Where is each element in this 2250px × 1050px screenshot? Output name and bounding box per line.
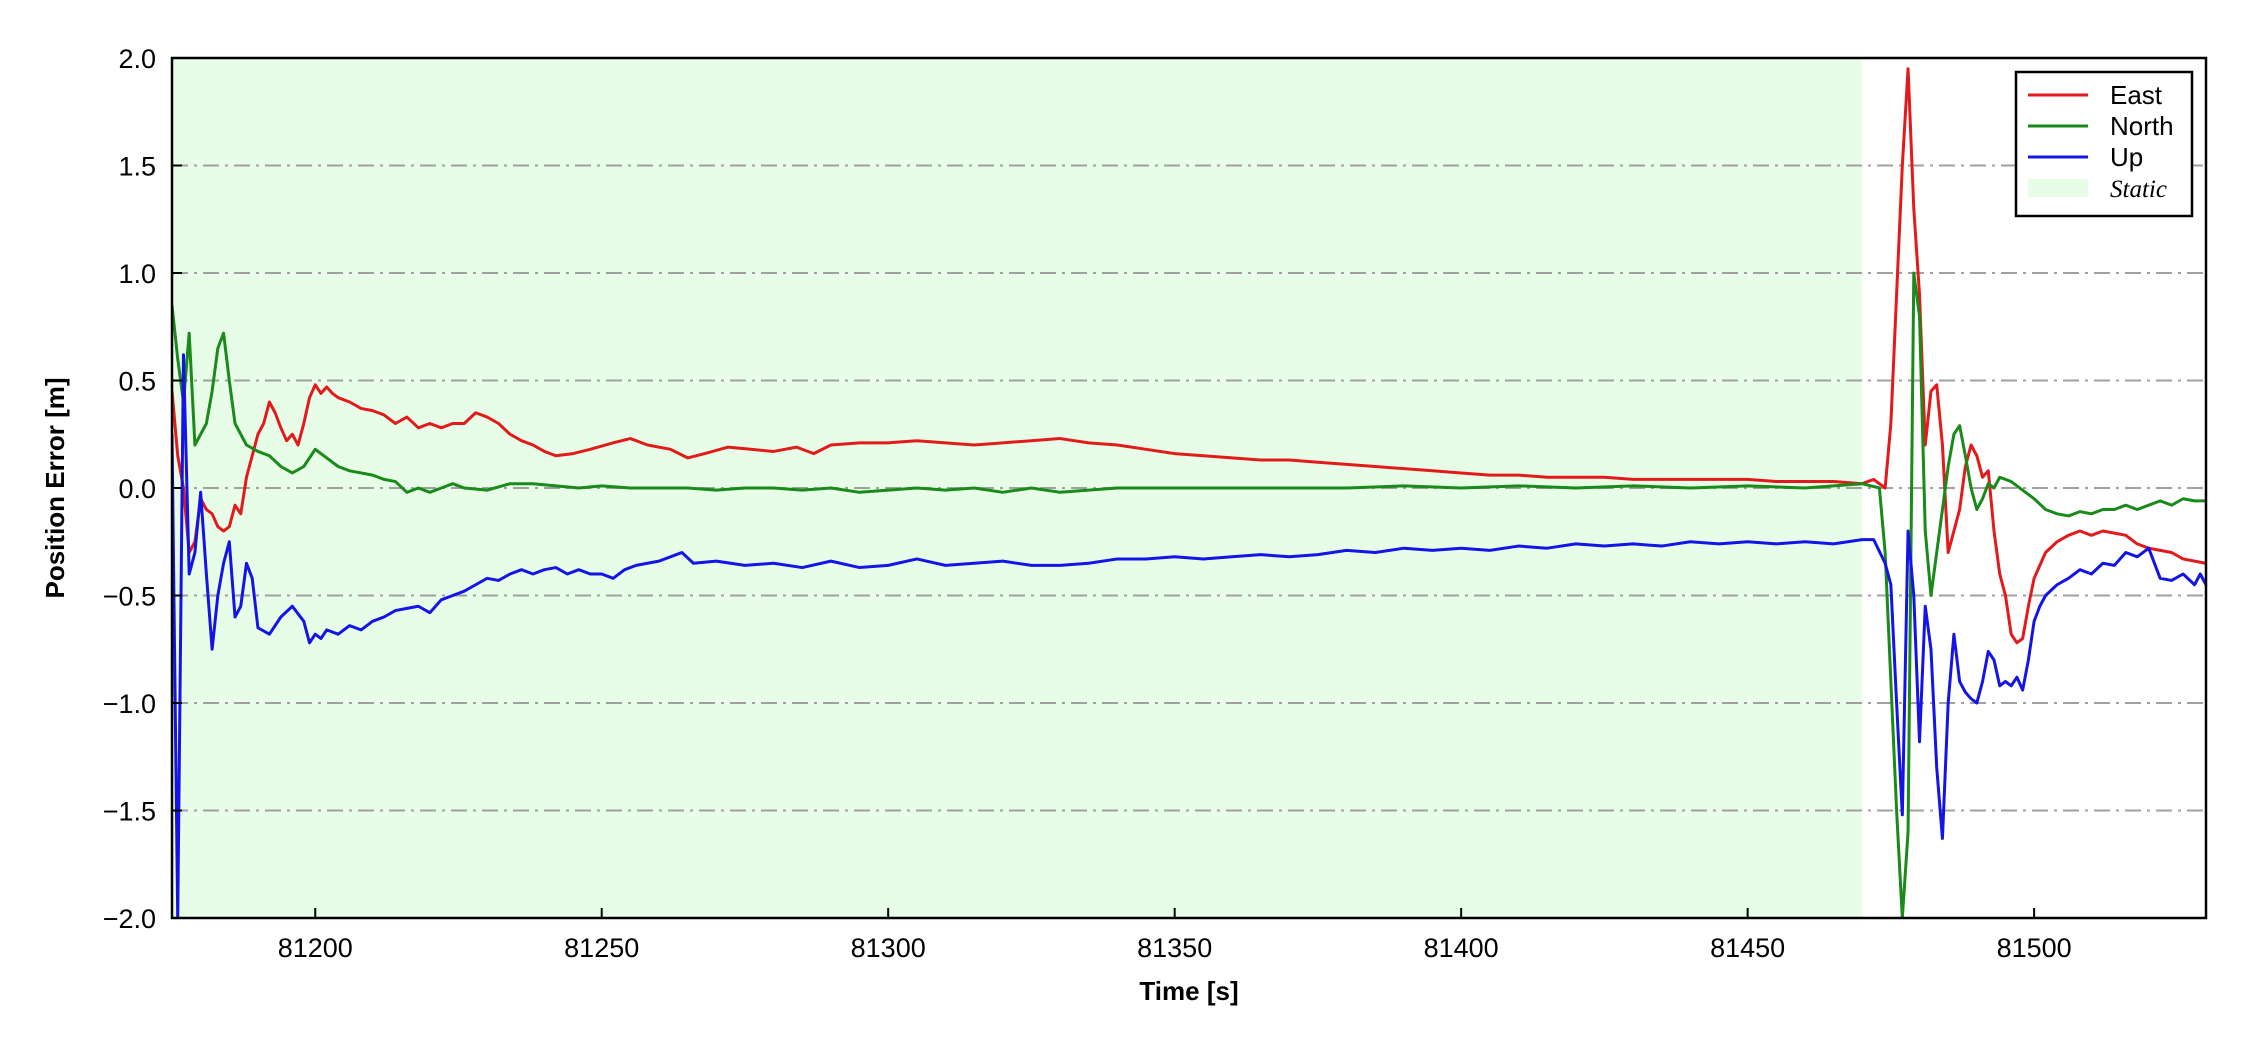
legend-swatch-static xyxy=(2028,179,2088,197)
legend-label-north: North xyxy=(2110,111,2174,141)
y-tick-label: −1.5 xyxy=(103,797,156,827)
x-tick-label: 81200 xyxy=(278,933,353,963)
x-axis-ticks: 81200 81250 81300 81350 81400 81450 81500 xyxy=(278,908,2072,963)
x-tick-label: 81500 xyxy=(1997,933,2072,963)
legend-label-static: Static xyxy=(2110,176,2167,203)
x-axis-title: Time [s] xyxy=(1139,976,1238,1006)
x-tick-label: 81250 xyxy=(564,933,639,963)
series-line-up xyxy=(172,353,2206,918)
y-tick-label: 1.5 xyxy=(118,152,156,182)
y-tick-label: 0.5 xyxy=(118,367,156,397)
series-lines xyxy=(172,67,2206,918)
y-tick-label: 2.0 xyxy=(118,44,156,74)
y-tick-label: −0.5 xyxy=(103,582,156,612)
y-tick-label: 1.0 xyxy=(118,259,156,289)
legend-label-up: Up xyxy=(2110,142,2143,172)
series-line-east xyxy=(172,67,2206,645)
x-tick-label: 81300 xyxy=(851,933,926,963)
x-tick-label: 81400 xyxy=(1424,933,1499,963)
y-axis-ticks: 2.0 1.5 1.0 0.5 0.0 −0.5 −1.0 −1.5 −2.0 xyxy=(103,44,182,934)
y-tick-label: 0.0 xyxy=(118,474,156,504)
x-tick-label: 81350 xyxy=(1137,933,1212,963)
y-tick-label: −1.0 xyxy=(103,689,156,719)
y-tick-label: −2.0 xyxy=(103,904,156,934)
series-line-north xyxy=(172,271,2206,918)
x-tick-label: 81450 xyxy=(1710,933,1785,963)
y-axis-title: Position Error [m] xyxy=(40,377,70,598)
legend-label-east: East xyxy=(2110,80,2163,110)
